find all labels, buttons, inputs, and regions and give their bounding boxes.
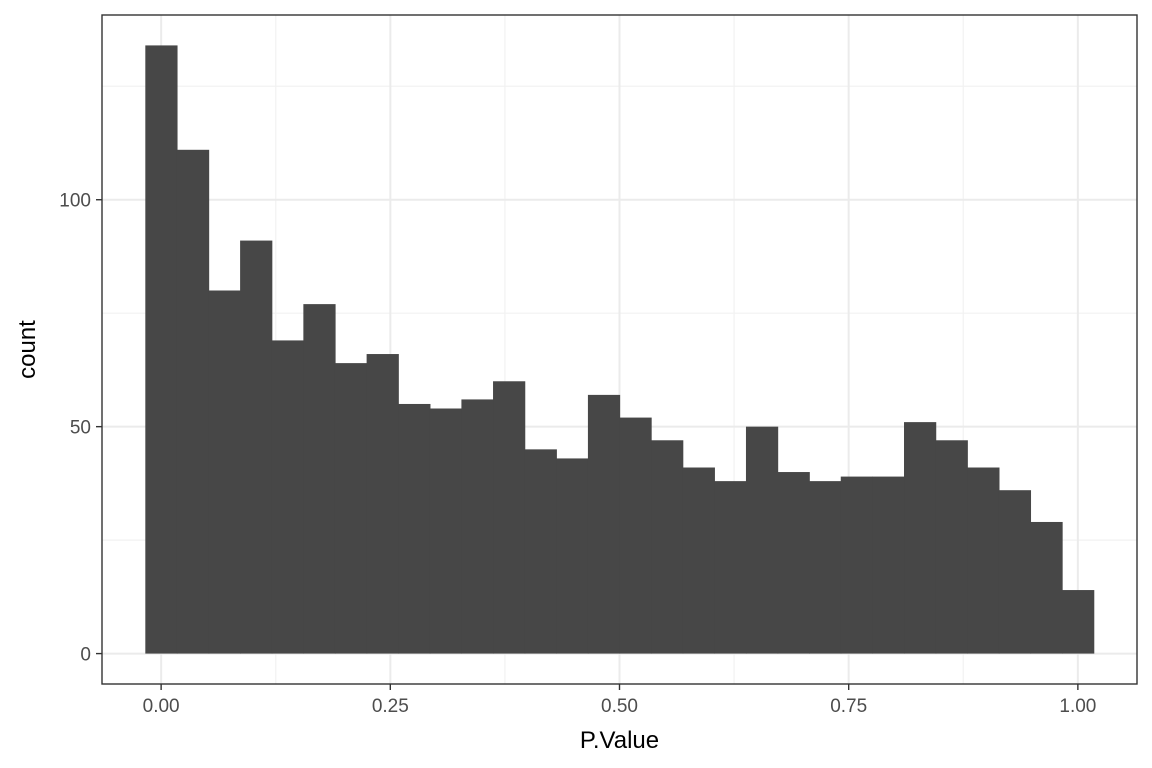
histogram-bar-5 xyxy=(271,340,304,654)
histogram-bar-7 xyxy=(334,363,368,654)
histogram-bar-8 xyxy=(366,354,399,654)
x-tick-label: 0.50 xyxy=(601,696,638,717)
histogram-bar-19 xyxy=(714,481,747,654)
x-axis-title: P.Value xyxy=(580,727,659,754)
histogram-bar-29 xyxy=(1030,521,1063,654)
histogram-bars xyxy=(145,45,1095,654)
y-tick-label: 0 xyxy=(80,645,91,666)
histogram-bar-12 xyxy=(493,381,526,654)
histogram-bar-16 xyxy=(619,417,652,654)
histogram-bar-25 xyxy=(904,422,937,654)
histogram-bar-2 xyxy=(176,149,210,654)
histogram-bar-27 xyxy=(967,467,1000,654)
histogram-bar-1 xyxy=(145,45,178,654)
x-tick-label: 1.00 xyxy=(1059,696,1096,717)
x-tick-label: 0.25 xyxy=(372,696,409,717)
x-tick-label: 0.00 xyxy=(143,696,180,717)
histogram-bar-23 xyxy=(840,476,873,654)
histogram-bar-20 xyxy=(745,426,779,654)
histogram-bar-9 xyxy=(398,403,431,654)
histogram-bar-26 xyxy=(935,440,968,654)
plot-panel xyxy=(101,14,1138,685)
histogram-bar-15 xyxy=(587,394,621,654)
histogram-bar-11 xyxy=(461,399,494,654)
histogram-bar-28 xyxy=(998,490,1032,654)
histogram-bar-14 xyxy=(556,458,589,654)
histogram-bar-18 xyxy=(682,467,715,654)
y-tick-label: 100 xyxy=(59,191,91,212)
histogram-bar-6 xyxy=(303,304,336,654)
y-axis-title: count xyxy=(14,320,41,379)
histogram-bar-21 xyxy=(777,472,810,654)
y-tick-label: 50 xyxy=(70,418,91,439)
histogram-bar-4 xyxy=(240,240,273,654)
x-tick-label: 0.75 xyxy=(830,696,867,717)
x-axis: 0.00 0.25 0.50 0.75 1.00 xyxy=(143,684,1096,717)
histogram-bar-17 xyxy=(651,440,684,654)
histogram-bar-30 xyxy=(1062,590,1095,654)
histogram-bar-13 xyxy=(524,449,557,654)
histogram-bar-24 xyxy=(872,476,905,654)
y-axis: 0 50 100 xyxy=(59,191,102,666)
histogram-bar-10 xyxy=(429,408,463,654)
histogram-bar-22 xyxy=(809,481,842,654)
histogram-bar-3 xyxy=(208,290,241,654)
